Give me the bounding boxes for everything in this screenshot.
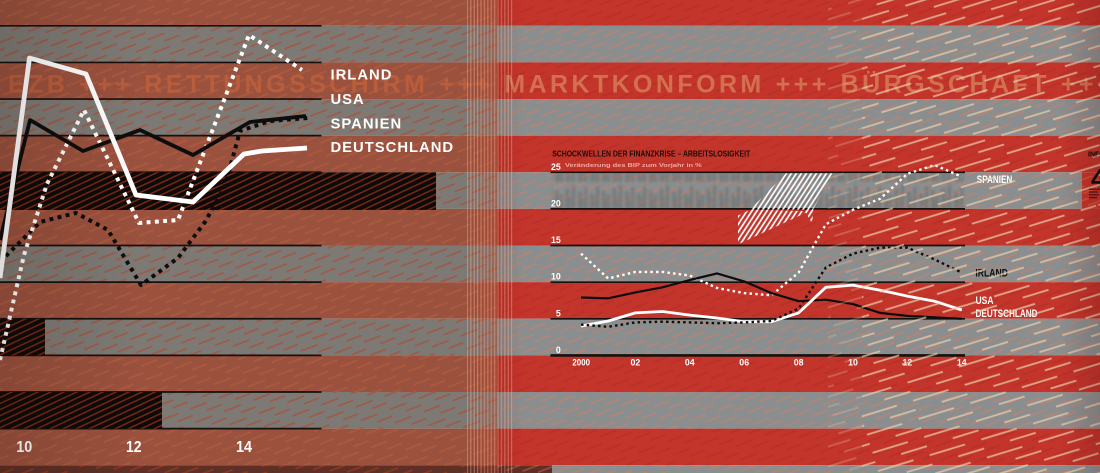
svg-text:5: 5 (556, 308, 561, 318)
svg-text:14: 14 (236, 439, 252, 456)
svg-text:04: 04 (685, 358, 695, 368)
svg-text:20: 20 (551, 198, 561, 208)
svg-text:SPANIEN: SPANIEN (331, 116, 403, 132)
svg-text:SCHOCKWELLEN DER FINANZKRISE –: SCHOCKWELLEN DER FINANZKRISE – ARBEITSLO… (552, 149, 750, 158)
svg-text:10: 10 (551, 272, 561, 282)
svg-text:08: 08 (794, 358, 804, 368)
svg-text:Veränderung des BIP zum Vorjah: Veränderung des BIP zum Vorjahr in % (565, 163, 703, 169)
svg-text:15: 15 (551, 235, 561, 245)
svg-text:25: 25 (551, 162, 561, 172)
svg-text:IRLAND: IRLAND (331, 67, 393, 83)
svg-text:USA: USA (331, 92, 365, 108)
svg-text:06: 06 (739, 358, 749, 368)
svg-text:DEUTSCHLAND: DEUTSCHLAND (331, 140, 455, 156)
svg-text:INFO: INFO (1088, 152, 1100, 159)
svg-text:4: 4 (1091, 164, 1100, 194)
svg-text:0: 0 (556, 345, 561, 355)
svg-text:02: 02 (631, 358, 641, 368)
svg-text:2000: 2000 (572, 358, 590, 368)
